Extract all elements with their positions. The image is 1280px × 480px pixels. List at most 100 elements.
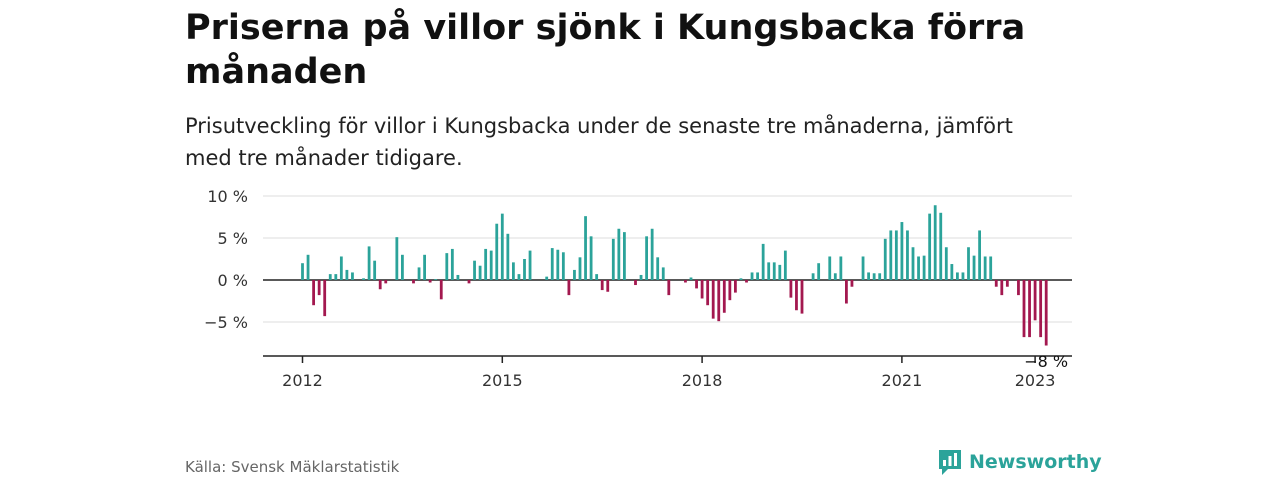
bar — [956, 272, 959, 280]
bar — [917, 256, 920, 280]
bar — [978, 230, 981, 280]
bar — [373, 260, 377, 280]
bar — [301, 263, 304, 280]
bar — [567, 280, 571, 296]
brand-logo: Newsworthy — [937, 448, 1102, 476]
bar — [384, 280, 388, 284]
bar — [800, 280, 804, 314]
bar — [545, 276, 549, 280]
bar — [1005, 280, 1009, 287]
bar — [550, 248, 554, 280]
bar — [850, 280, 854, 287]
bar — [456, 274, 460, 280]
bar — [894, 230, 898, 280]
brand-name: Newsworthy — [969, 451, 1102, 473]
bar — [473, 260, 476, 280]
bar — [417, 267, 421, 280]
bar — [883, 238, 887, 280]
y-tick-label: 10 % — [207, 187, 248, 206]
bar — [756, 272, 759, 280]
x-tick-label: 2018 — [682, 371, 723, 390]
bar — [728, 280, 732, 301]
x-tick-label: 2023 — [1015, 371, 1056, 390]
bar — [573, 269, 576, 280]
bar — [761, 243, 765, 280]
bar — [867, 272, 870, 280]
newsworthy-logo-icon — [939, 450, 961, 475]
bar — [528, 250, 532, 280]
bar — [362, 278, 365, 280]
bar-chart: 10 % 5 % 0 % −5 % 2012 2015 2018 2021 2023−8 % — [204, 187, 1072, 390]
bar — [589, 236, 593, 280]
bar — [983, 256, 987, 280]
bar — [922, 255, 926, 280]
bars — [301, 205, 1048, 346]
bar — [994, 280, 998, 287]
bar — [512, 262, 515, 280]
x-tick-label: 2015 — [482, 371, 523, 390]
bar — [900, 222, 904, 280]
bar — [1017, 280, 1020, 296]
bar — [989, 256, 993, 280]
y-tick-label: −5 % — [204, 313, 248, 332]
bar — [345, 269, 349, 280]
bar — [722, 280, 726, 313]
bar — [606, 280, 610, 292]
bar — [423, 254, 426, 280]
bar — [600, 280, 604, 291]
bar — [739, 278, 743, 280]
bar — [489, 250, 493, 280]
bar — [700, 280, 704, 299]
bar — [783, 250, 787, 280]
bar — [401, 254, 404, 280]
bar — [395, 237, 399, 280]
bar — [906, 230, 909, 280]
bar — [445, 253, 449, 280]
bar — [845, 280, 848, 304]
source-note: Källa: Svensk Mäklarstatistik — [185, 458, 400, 476]
bar — [495, 223, 499, 280]
bar — [428, 280, 432, 283]
bar — [556, 249, 560, 280]
last-value-label: −8 % — [1024, 352, 1068, 371]
bar — [378, 280, 382, 290]
bar — [645, 236, 648, 280]
bar — [611, 238, 615, 280]
bar — [972, 255, 976, 280]
bar — [1039, 280, 1043, 338]
bar — [889, 230, 893, 280]
bar — [523, 259, 526, 280]
y-tick-label: 5 % — [218, 229, 248, 248]
bar — [351, 272, 354, 280]
bar — [950, 264, 954, 280]
bar — [317, 280, 321, 296]
bar — [500, 213, 504, 280]
bar — [695, 280, 698, 289]
bar — [439, 280, 443, 300]
bar — [450, 248, 454, 280]
bar — [750, 272, 754, 280]
bar — [478, 265, 482, 280]
bar — [1033, 280, 1037, 321]
bar — [561, 252, 565, 280]
bar — [634, 280, 637, 286]
bar — [861, 256, 865, 280]
bar — [661, 267, 665, 280]
bar — [467, 280, 471, 284]
grid-lines — [263, 195, 1072, 323]
bar — [412, 280, 415, 284]
bar — [689, 277, 693, 280]
bar — [1028, 280, 1031, 338]
bar — [312, 280, 315, 306]
bar — [767, 262, 771, 280]
bar — [684, 280, 687, 283]
chart-title: Priserna på villor sjönk i Kungsbacka fö… — [185, 8, 1026, 92]
bar — [578, 257, 582, 280]
axes: 10 % 5 % 0 % −5 % 2012 2015 2018 2021 2023−8 % — [204, 187, 1072, 390]
bar — [517, 274, 521, 280]
bar — [667, 280, 671, 296]
x-tick-label: 2012 — [282, 371, 323, 390]
bar — [584, 216, 587, 280]
bar — [623, 232, 626, 280]
bar — [878, 273, 882, 280]
